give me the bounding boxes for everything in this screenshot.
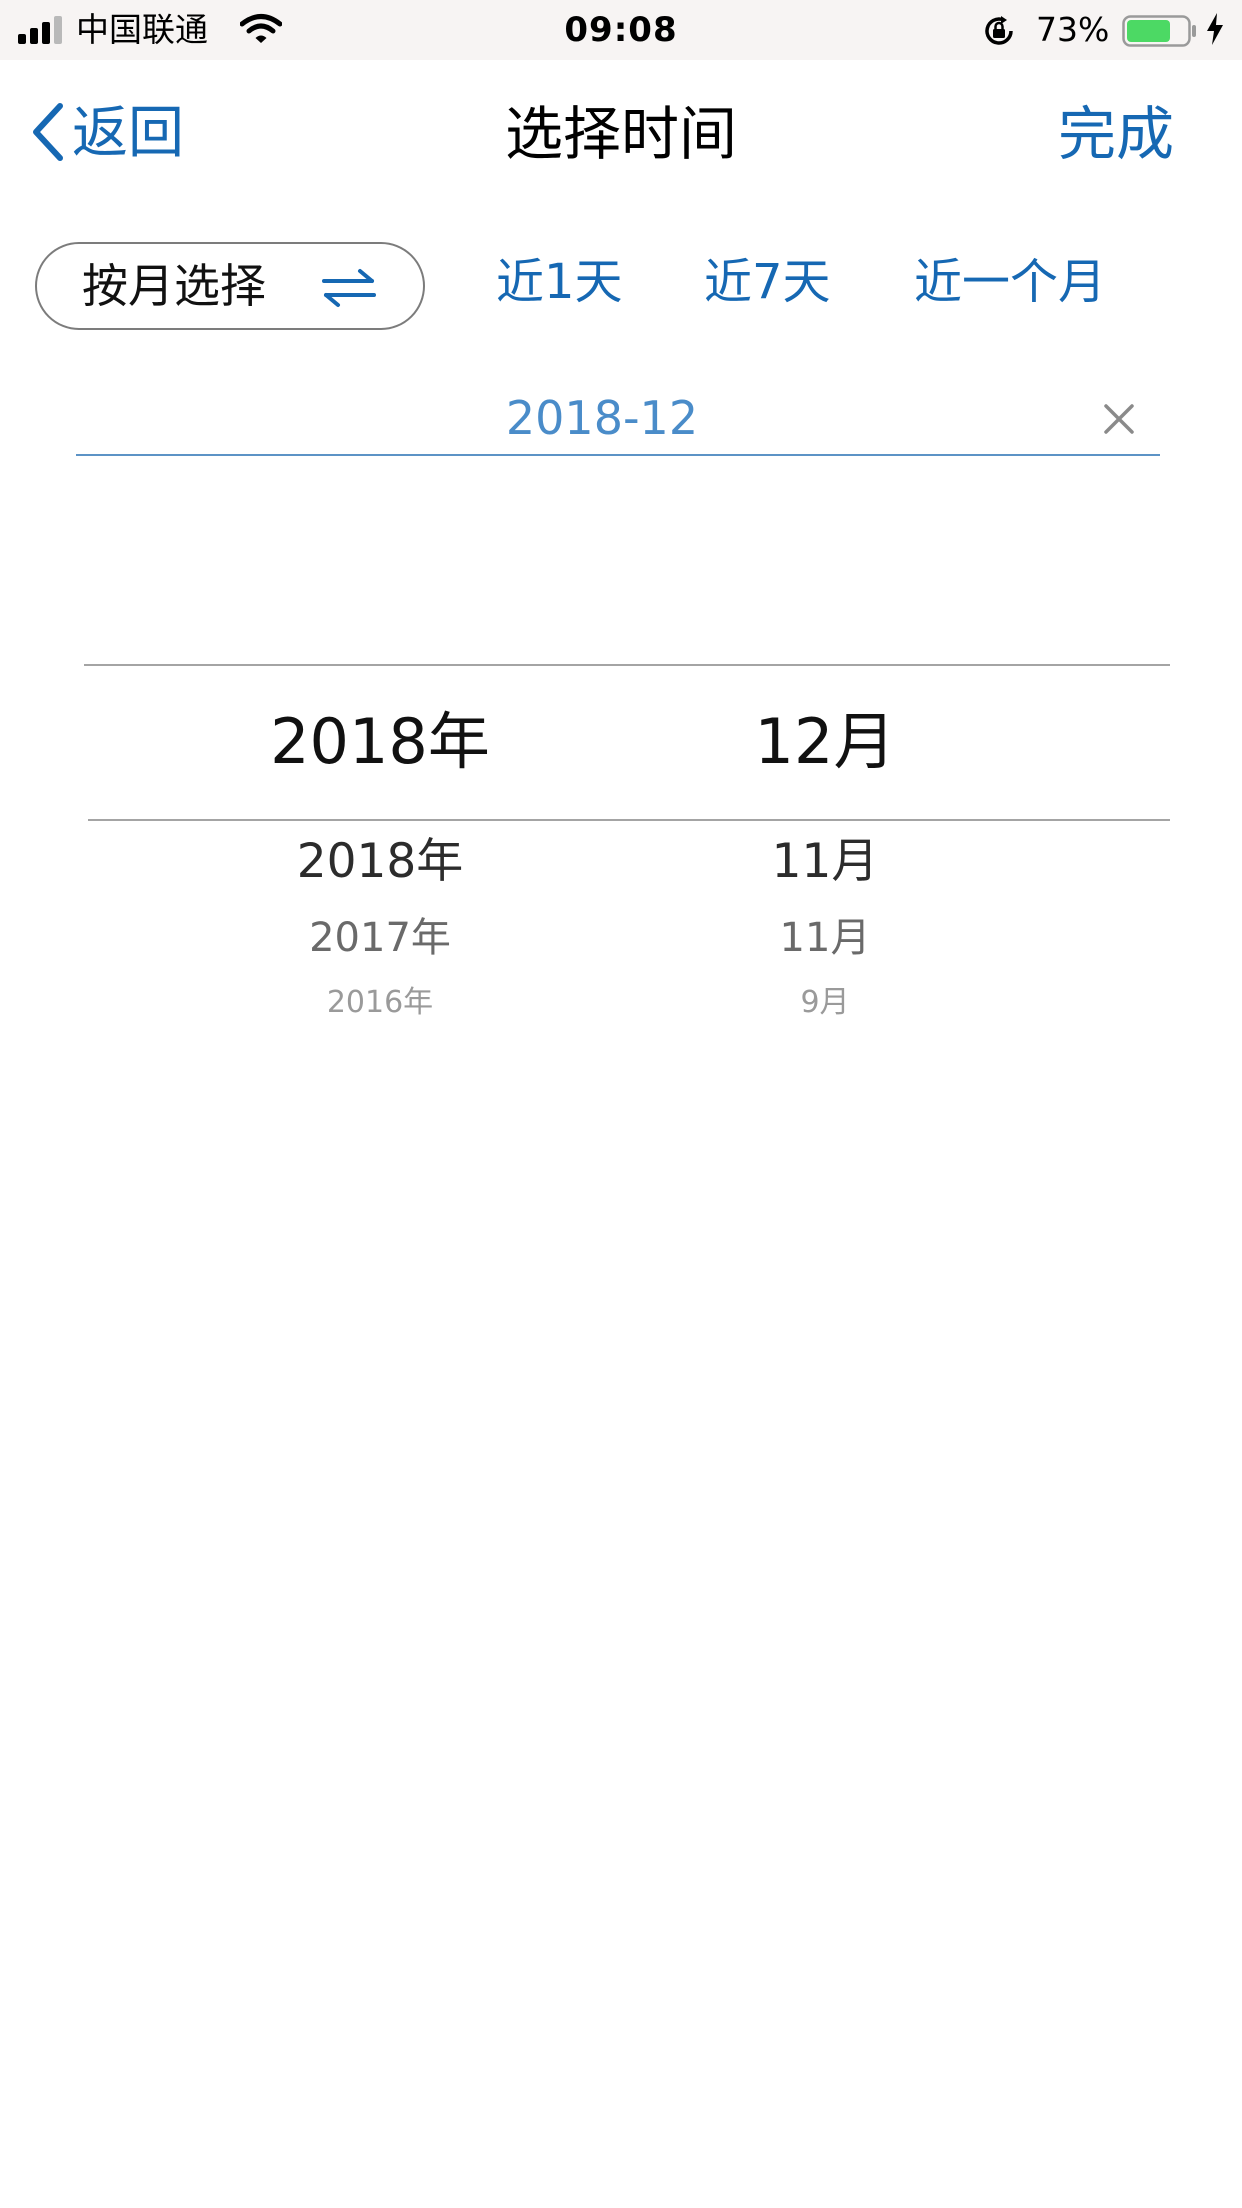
year-picker-selected[interactable]: 2018年 <box>270 705 490 778</box>
battery-icon <box>1122 15 1198 51</box>
month-picker-selected[interactable]: 12月 <box>754 705 896 778</box>
month-picker-item[interactable]: 11月 <box>779 915 871 961</box>
back-button[interactable]: 返回 <box>30 94 184 174</box>
month-picker-item[interactable]: 9月 <box>800 985 850 1020</box>
year-picker-item[interactable]: 2017年 <box>309 915 451 961</box>
status-bar: 中国联通 09:08 73% <box>0 0 1242 60</box>
selected-date-value: 2018-12 <box>505 391 699 445</box>
picker-selection-line-bottom <box>88 819 1170 821</box>
clock: 09:08 <box>564 10 678 50</box>
back-button-label: 返回 <box>72 101 184 166</box>
charging-bolt-icon <box>1205 12 1225 50</box>
selected-date-field[interactable]: 2018-12 <box>76 380 1160 456</box>
done-button[interactable]: 完成 <box>1057 100 1174 168</box>
select-mode-toggle[interactable]: 按月选择 <box>35 242 425 330</box>
wifi-icon <box>239 13 283 49</box>
orientation-lock-icon <box>982 14 1016 52</box>
year-picker-item[interactable]: 2018年 <box>296 834 464 889</box>
page-title: 选择时间 <box>504 100 737 168</box>
signal-icon <box>18 16 68 44</box>
month-picker-item[interactable]: 11月 <box>771 834 879 889</box>
quick-range-1-month[interactable]: 近一个月 <box>914 254 1107 310</box>
clear-icon[interactable] <box>1102 402 1136 440</box>
swap-arrows-icon <box>320 268 378 312</box>
picker-selection-line-top <box>84 664 1170 666</box>
quick-range-7-days[interactable]: 近7天 <box>704 254 831 310</box>
year-picker-item[interactable]: 2016年 <box>326 985 434 1020</box>
quick-range-1-day[interactable]: 近1天 <box>496 254 623 310</box>
select-mode-label: 按月选择 <box>82 259 266 313</box>
chevron-left-icon <box>30 101 66 167</box>
battery-percent: 73% <box>1036 10 1110 49</box>
carrier-name: 中国联通 <box>76 10 208 49</box>
